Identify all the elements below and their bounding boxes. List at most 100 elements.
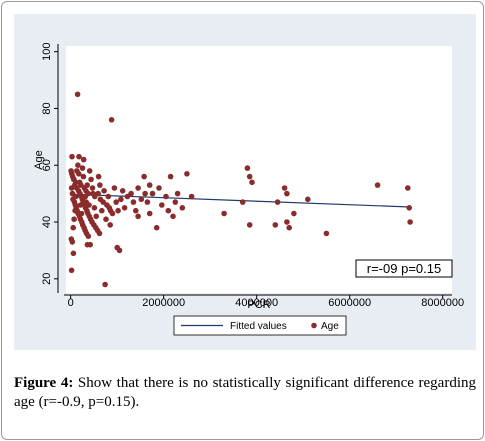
age-point (407, 219, 413, 225)
age-point (76, 153, 82, 160)
age-point (78, 210, 85, 217)
legend-age-label: Age (321, 321, 339, 332)
age-point (115, 207, 121, 214)
age-point (76, 179, 83, 186)
age-point (113, 199, 119, 205)
y-tick-label: 80 (41, 102, 53, 114)
y-tick-label: 100 (41, 42, 53, 60)
age-point (84, 182, 90, 188)
age-point (102, 281, 108, 288)
x-tick-label: 2000000 (142, 297, 185, 309)
age-point (244, 165, 251, 171)
age-point (85, 233, 92, 239)
age-point (170, 213, 176, 220)
age-point (406, 205, 413, 211)
age-point (274, 199, 281, 205)
age-point (135, 185, 141, 191)
age-point (146, 210, 153, 217)
age-point (188, 193, 195, 200)
age-point (128, 190, 134, 197)
y-tick-label: 20 (41, 273, 53, 285)
age-point (68, 267, 75, 274)
age-point (121, 205, 128, 211)
age-point (179, 205, 186, 211)
age-point (133, 207, 139, 214)
stats-annotation: r=-09 p=0.15 (355, 259, 453, 278)
age-point (71, 216, 77, 222)
age-point (135, 213, 141, 220)
legend-fitted-label: Fitted values (230, 321, 287, 332)
x-axis: 0 2000000 4000000 6000000 8000000 (64, 294, 464, 309)
age-point (75, 162, 81, 168)
age-point (103, 216, 109, 222)
age-point (69, 239, 76, 245)
age-point (74, 91, 81, 98)
age-point (91, 205, 98, 211)
age-point (72, 207, 78, 214)
age-point (93, 213, 99, 220)
age-point (70, 224, 76, 231)
age-point (76, 171, 82, 177)
legend-box (173, 315, 347, 336)
figure-caption: Figure 4: Show that there is no statisti… (14, 374, 476, 412)
age-point (99, 207, 105, 214)
age-point (97, 182, 103, 188)
scatter-chart: 20 40 60 80 100 0 2000000 4000000 6000000 800000… (33, 42, 464, 336)
age-point (114, 244, 120, 251)
age-point (101, 188, 107, 194)
points-layer (68, 91, 413, 288)
age-point (86, 202, 92, 208)
age-point (84, 241, 91, 248)
age-point (405, 185, 411, 191)
stats-annotation-box (355, 259, 453, 278)
age-point (130, 199, 137, 205)
age-point (95, 190, 101, 197)
y-tick-label: 60 (41, 159, 53, 171)
age-point (111, 185, 118, 191)
age-point (184, 171, 190, 177)
age-point (80, 156, 87, 163)
age-point (246, 222, 253, 228)
y-axis: 20 40 60 80 100 (41, 42, 59, 293)
age-point (69, 153, 75, 160)
age-point (323, 230, 330, 237)
age-point (89, 185, 96, 191)
age-point (286, 224, 293, 231)
age-point (142, 190, 148, 197)
age-point (153, 224, 160, 231)
age-point (146, 182, 153, 188)
stats-annotation-text: r=-09 p=0.15 (367, 261, 441, 276)
age-point (96, 230, 103, 237)
age-point (291, 210, 297, 217)
age-point (79, 165, 86, 171)
age-point (163, 193, 169, 200)
legend-point-swatch (311, 322, 317, 329)
age-point (85, 190, 91, 197)
age-point (86, 168, 93, 174)
y-axis-label: Age (33, 150, 45, 170)
age-point (249, 179, 255, 186)
plot-area (66, 46, 452, 293)
caption-text: Show that there is no statistically sign… (14, 375, 476, 410)
age-point (70, 250, 77, 257)
caption-label: Figure 4: (14, 375, 74, 391)
age-point (281, 185, 288, 191)
age-point (165, 207, 172, 214)
x-tick-label: 0 (68, 297, 74, 309)
age-point (107, 222, 113, 228)
age-point (246, 173, 253, 180)
age-point (73, 193, 79, 200)
age-point (141, 173, 147, 180)
age-point (374, 182, 381, 188)
y-tick-label: 40 (41, 216, 53, 228)
age-point (144, 199, 151, 205)
age-point (70, 176, 77, 183)
age-point (284, 219, 290, 225)
age-point (105, 193, 112, 200)
age-point (149, 190, 156, 197)
age-point (118, 196, 124, 203)
age-point (119, 188, 126, 194)
age-point (156, 185, 162, 191)
age-point (172, 199, 179, 205)
